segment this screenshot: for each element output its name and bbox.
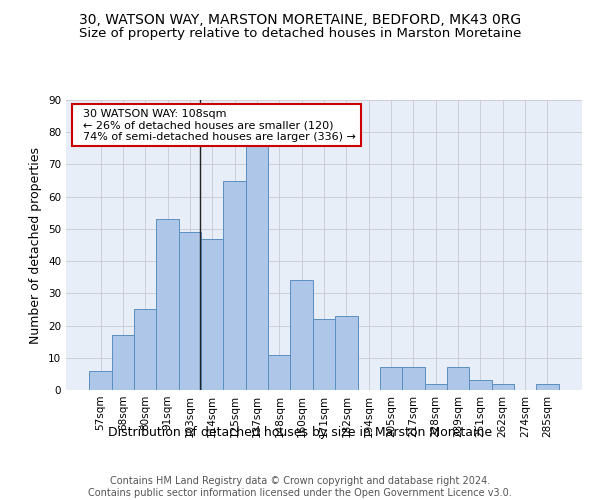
- Bar: [469, 380, 491, 390]
- Bar: [157, 219, 179, 390]
- Bar: [447, 368, 469, 390]
- Bar: [112, 335, 134, 390]
- Bar: [313, 319, 335, 390]
- Bar: [380, 368, 402, 390]
- Bar: [134, 310, 157, 390]
- Bar: [223, 180, 246, 390]
- Text: 30 WATSON WAY: 108sqm
  ← 26% of detached houses are smaller (120)
  74% of semi: 30 WATSON WAY: 108sqm ← 26% of detached …: [76, 108, 356, 142]
- Text: Contains public sector information licensed under the Open Government Licence v3: Contains public sector information licen…: [88, 488, 512, 498]
- Y-axis label: Number of detached properties: Number of detached properties: [29, 146, 43, 344]
- Bar: [491, 384, 514, 390]
- Text: Size of property relative to detached houses in Marston Moretaine: Size of property relative to detached ho…: [79, 28, 521, 40]
- Bar: [179, 232, 201, 390]
- Bar: [290, 280, 313, 390]
- Bar: [268, 354, 290, 390]
- Text: Contains HM Land Registry data © Crown copyright and database right 2024.: Contains HM Land Registry data © Crown c…: [110, 476, 490, 486]
- Text: Distribution of detached houses by size in Marston Moretaine: Distribution of detached houses by size …: [108, 426, 492, 439]
- Bar: [201, 238, 223, 390]
- Bar: [536, 384, 559, 390]
- Bar: [425, 384, 447, 390]
- Bar: [335, 316, 358, 390]
- Text: 30, WATSON WAY, MARSTON MORETAINE, BEDFORD, MK43 0RG: 30, WATSON WAY, MARSTON MORETAINE, BEDFO…: [79, 12, 521, 26]
- Bar: [402, 368, 425, 390]
- Bar: [246, 145, 268, 390]
- Bar: [89, 370, 112, 390]
